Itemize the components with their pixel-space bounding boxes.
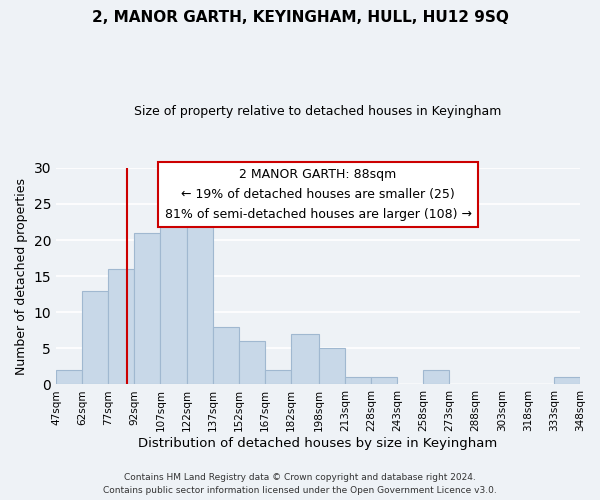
- Bar: [239, 341, 265, 384]
- Bar: [345, 377, 371, 384]
- Text: 2, MANOR GARTH, KEYINGHAM, HULL, HU12 9SQ: 2, MANOR GARTH, KEYINGHAM, HULL, HU12 9S…: [92, 10, 508, 25]
- Bar: [82, 290, 108, 384]
- Text: Contains HM Land Registry data © Crown copyright and database right 2024.
Contai: Contains HM Land Registry data © Crown c…: [103, 473, 497, 495]
- Title: Size of property relative to detached houses in Keyingham: Size of property relative to detached ho…: [134, 105, 502, 118]
- Bar: [187, 204, 213, 384]
- Bar: [213, 326, 239, 384]
- Bar: [554, 377, 580, 384]
- Bar: [319, 348, 345, 384]
- Bar: [424, 370, 449, 384]
- Bar: [291, 334, 319, 384]
- Bar: [265, 370, 291, 384]
- Bar: [160, 211, 187, 384]
- Text: 2 MANOR GARTH: 88sqm
← 19% of detached houses are smaller (25)
81% of semi-detac: 2 MANOR GARTH: 88sqm ← 19% of detached h…: [164, 168, 472, 221]
- Bar: [108, 269, 134, 384]
- Bar: [371, 377, 397, 384]
- Bar: [134, 233, 160, 384]
- Bar: [56, 370, 82, 384]
- Y-axis label: Number of detached properties: Number of detached properties: [15, 178, 28, 374]
- X-axis label: Distribution of detached houses by size in Keyingham: Distribution of detached houses by size …: [139, 437, 497, 450]
